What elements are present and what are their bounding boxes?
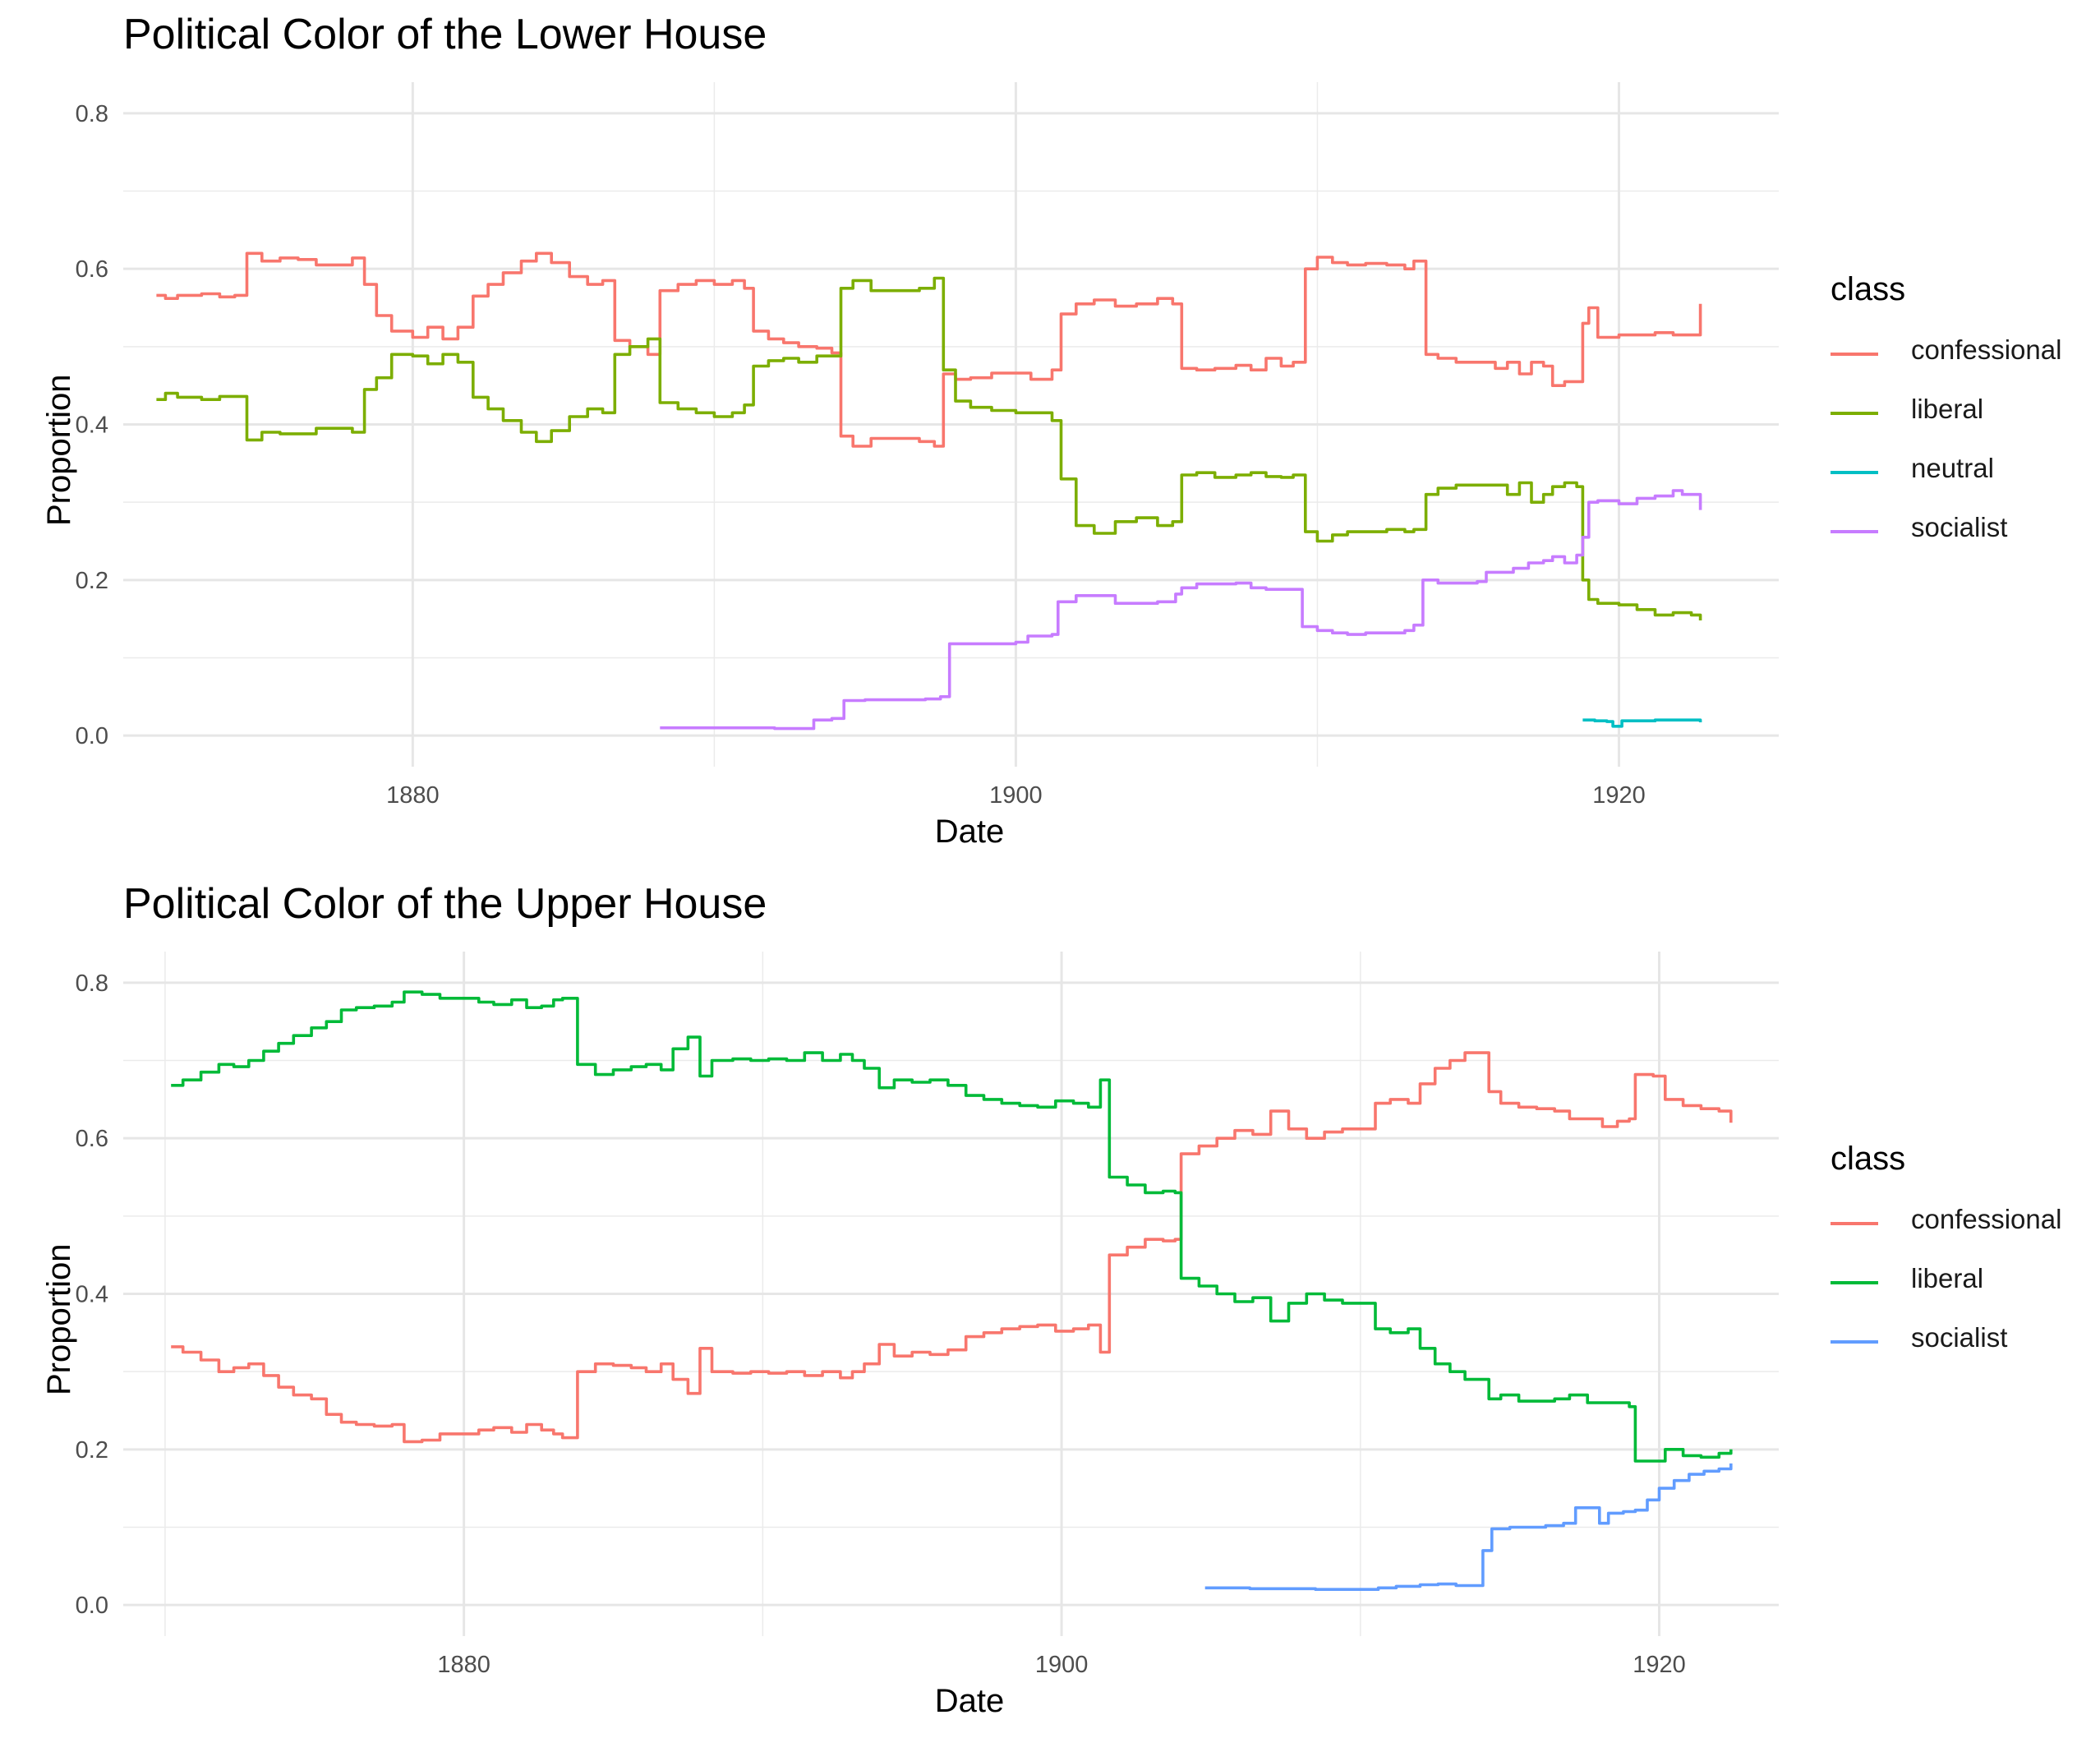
y-tick-label: 0.8 <box>76 101 108 127</box>
series-line-socialist <box>660 489 1702 731</box>
legend-key <box>1831 1281 1878 1284</box>
x-axis-label: Date <box>934 814 1005 850</box>
y-tick-label: 0.4 <box>76 413 108 439</box>
legend-key <box>1831 353 1878 356</box>
legend-key <box>1831 530 1878 533</box>
x-axis-label: Date <box>934 1683 1005 1719</box>
y-axis-label: Proportion <box>41 374 77 526</box>
legend-item-socialist: socialist <box>1831 502 2007 561</box>
y-axis-label: Proportion <box>41 1243 77 1395</box>
legend-label: liberal <box>1911 394 1984 424</box>
legend-label: confessional <box>1911 334 2062 365</box>
legend-key <box>1831 471 1878 474</box>
series-line-liberal <box>156 276 1702 620</box>
legend-label: liberal <box>1911 1263 1984 1293</box>
gridlines <box>123 82 1779 767</box>
y-tick-label: 0.6 <box>76 1126 108 1152</box>
legend-item-liberal: liberal <box>1831 384 1983 443</box>
x-tick-label: 1880 <box>386 782 440 809</box>
lower-house-chart: Political Color of the Lower House 0.0 0.… <box>41 11 2061 850</box>
series-line-confessional <box>171 1051 1733 1444</box>
legend-label: neutral <box>1911 453 1994 483</box>
y-tick-label: 0.4 <box>76 1282 108 1308</box>
y-tick-label: 0.6 <box>76 256 108 283</box>
y-tick-label: 0.0 <box>76 1593 108 1619</box>
legend-item-confessional: confessional <box>1831 325 2061 384</box>
legend-key <box>1831 1340 1878 1344</box>
gridlines <box>123 952 1779 1636</box>
series-line-liberal <box>171 990 1733 1463</box>
legend-key <box>1831 412 1878 415</box>
y-tick-label: 0.0 <box>76 723 108 749</box>
chart-title: Political Color of the Lower House <box>123 11 767 58</box>
y-tick-label: 0.2 <box>76 568 108 594</box>
legend: class confessional liberal neutral socialis… <box>1831 271 2061 561</box>
legend-title: class <box>1831 1141 1906 1177</box>
legend-item-confessional: confessional <box>1831 1194 2061 1253</box>
series-line-confessional <box>156 251 1702 448</box>
legend-item-neutral: neutral <box>1831 443 1994 502</box>
legend-label: confessional <box>1911 1204 2062 1234</box>
x-tick-label: 1880 <box>437 1652 490 1678</box>
upper-house-chart: Political Color of the Upper House 0.0 0.… <box>0 869 2100 1738</box>
lower-house-plot: 0.0 0.2 0.4 0.6 0.8 1880 1900 1920 <box>76 82 1779 809</box>
y-tick-label: 0.8 <box>76 970 108 997</box>
x-tick-label: 1920 <box>1592 782 1646 809</box>
x-tick-label: 1920 <box>1633 1652 1686 1678</box>
series-line-socialist <box>1204 1463 1733 1591</box>
x-tick-label: 1900 <box>1035 1652 1089 1678</box>
legend-label: socialist <box>1911 1322 2008 1353</box>
upper-house-plot: 0.0 0.2 0.4 0.6 0.8 1880 1900 1920 <box>76 952 1779 1678</box>
series-line-neutral <box>1582 718 1702 728</box>
legend-key <box>1831 1222 1878 1225</box>
legend-item-liberal: liberal <box>1831 1253 1983 1312</box>
legend-label: socialist <box>1911 512 2008 542</box>
legend: class confessional liberal socialist <box>1831 1141 2061 1371</box>
y-tick-label: 0.2 <box>76 1437 108 1464</box>
legend-title: class <box>1831 271 1906 307</box>
x-tick-label: 1900 <box>989 782 1043 809</box>
chart-title: Political Color of the Upper House <box>123 880 767 928</box>
legend-item-socialist: socialist <box>1831 1312 2007 1371</box>
